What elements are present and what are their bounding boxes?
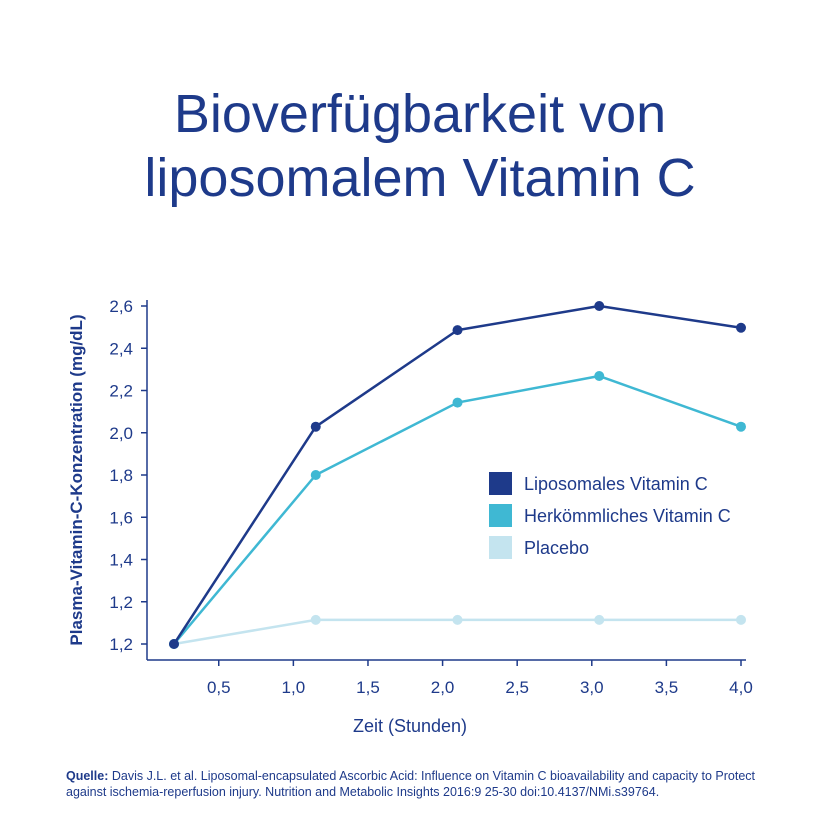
data-point bbox=[310, 421, 321, 432]
y-tick-label: 1,8 bbox=[109, 466, 133, 485]
legend-label: Placebo bbox=[524, 538, 589, 558]
data-point bbox=[169, 639, 179, 649]
data-point bbox=[736, 421, 746, 432]
chart-legend: Liposomales Vitamin C Herkömmliches Vitam… bbox=[489, 472, 731, 559]
y-tick-label: 1,6 bbox=[109, 508, 133, 527]
y-tick-label: 1,4 bbox=[109, 551, 133, 570]
legend-swatch bbox=[489, 472, 512, 495]
data-point bbox=[310, 614, 321, 625]
x-tick-label: 1,5 bbox=[356, 678, 380, 697]
legend-label: Herkömmliches Vitamin C bbox=[524, 506, 731, 526]
x-tick-label: 3,5 bbox=[655, 678, 679, 697]
y-tick-label: 1,2 bbox=[109, 635, 133, 654]
y-tick-label: 2,6 bbox=[109, 297, 133, 316]
legend-label: Liposomales Vitamin C bbox=[524, 474, 708, 494]
data-point bbox=[452, 325, 463, 336]
x-tick-label: 1,0 bbox=[282, 678, 306, 697]
y-tick-label: 2,4 bbox=[109, 339, 133, 358]
chart-title: Bioverfügbarkeit von liposomalem Vitamin… bbox=[0, 82, 840, 210]
legend-swatch bbox=[489, 536, 512, 559]
data-point bbox=[310, 470, 321, 480]
data-point bbox=[452, 397, 463, 408]
y-tick-label: 1,2 bbox=[109, 593, 133, 612]
y-axis-label: Plasma-Vitamin-C-Konzentration (mg/dL) bbox=[67, 314, 86, 645]
legend-swatch bbox=[489, 504, 512, 527]
x-tick-label: 2,5 bbox=[505, 678, 529, 697]
x-tick-label: 0,5 bbox=[207, 678, 231, 697]
data-point bbox=[736, 322, 746, 333]
title-line-1: Bioverfügbarkeit von bbox=[173, 84, 667, 144]
title-line-2: liposomalem Vitamin C bbox=[144, 148, 696, 208]
x-tick-label: 2,0 bbox=[431, 678, 455, 697]
data-point bbox=[736, 614, 746, 625]
data-point bbox=[594, 301, 605, 311]
y-tick-label: 2,2 bbox=[109, 382, 133, 401]
x-tick-label: 4,0 bbox=[729, 678, 753, 697]
chart-series bbox=[169, 301, 746, 649]
y-tick-label: 2,0 bbox=[109, 424, 133, 443]
x-axis-label: Zeit (Stunden) bbox=[353, 716, 467, 736]
line-chart: 1,2 1,2 1,4 1,6 1,8 2,0 2,2 2,4 2,6 0,5 1,0 1,5 2,0 2… bbox=[67, 297, 753, 736]
source-label: Quelle: bbox=[66, 769, 109, 783]
x-tick-label: 3,0 bbox=[580, 678, 604, 697]
source-note: Quelle: Davis J.L. et al. Liposomal-enca… bbox=[66, 768, 786, 800]
data-point bbox=[594, 371, 605, 382]
source-text: Davis J.L. et al. Liposomal-encapsulated… bbox=[66, 769, 756, 799]
data-point bbox=[452, 614, 463, 625]
data-point bbox=[594, 614, 605, 625]
chart-axes: 1,2 1,2 1,4 1,6 1,8 2,0 2,2 2,4 2,6 0,5 1,0 1,5 2,0 2… bbox=[67, 297, 753, 736]
